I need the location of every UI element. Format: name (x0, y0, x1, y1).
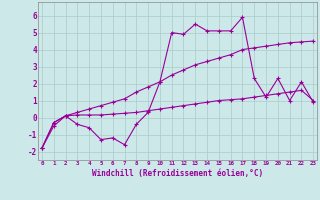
X-axis label: Windchill (Refroidissement éolien,°C): Windchill (Refroidissement éolien,°C) (92, 169, 263, 178)
